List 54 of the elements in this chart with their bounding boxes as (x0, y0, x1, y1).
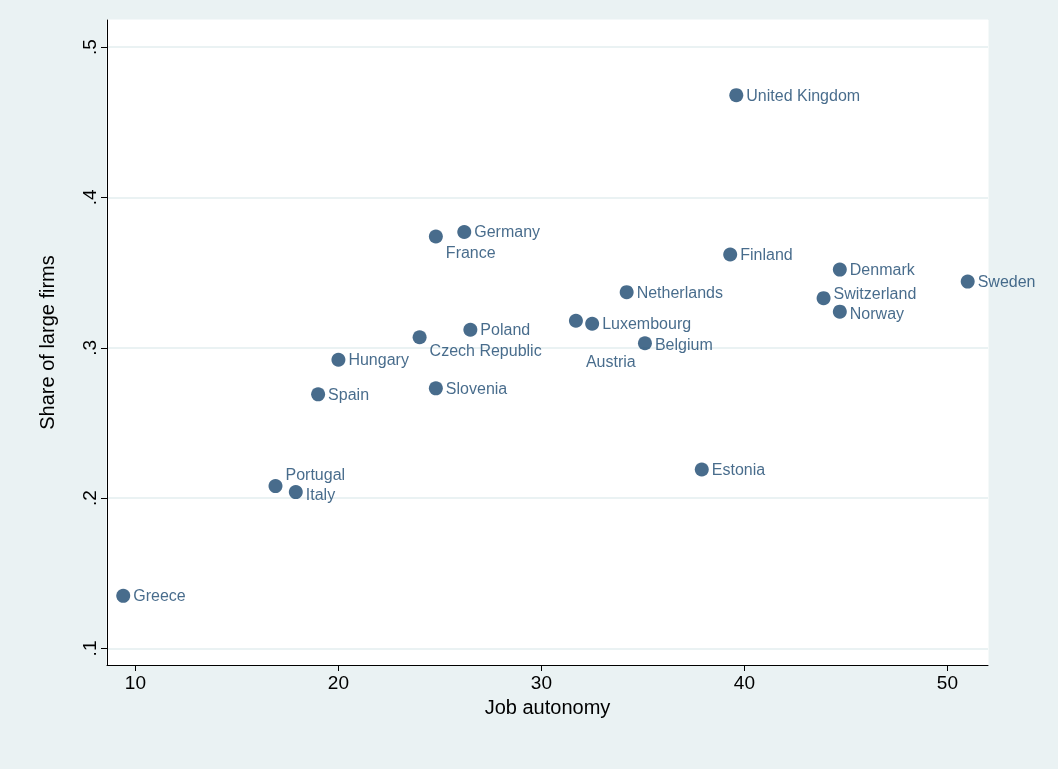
point (729, 88, 744, 103)
annotation: Denmark (849, 261, 916, 279)
annotation: Hungary (348, 351, 409, 369)
point (268, 479, 283, 494)
point (832, 304, 847, 319)
point (457, 225, 472, 239)
point (568, 313, 583, 328)
point (463, 322, 478, 337)
annotation: France (445, 244, 496, 261)
point (694, 462, 709, 477)
annotation: Sweden (977, 273, 1036, 291)
annotation: Belgium (654, 335, 713, 353)
point (428, 229, 443, 244)
point (428, 381, 443, 396)
annotation: Finland (740, 246, 793, 264)
y-tick-label: .2 (79, 490, 100, 507)
point (723, 247, 738, 262)
point (832, 262, 847, 277)
annotation: Czech Republic (429, 341, 542, 359)
y-tick-label: .3 (79, 339, 100, 356)
point (585, 316, 600, 331)
annotation: Portugal (285, 465, 346, 483)
annotation: Germany (474, 223, 541, 241)
annotation: Poland (480, 321, 531, 339)
x-axis-title: Job autonomy (484, 695, 611, 718)
annotation: Spain (328, 385, 370, 403)
point (331, 352, 346, 367)
x-tick-label: 30 (530, 672, 552, 693)
annotation: Austria (585, 353, 636, 371)
point (288, 485, 303, 500)
point (311, 387, 326, 402)
annotation: Greece (133, 587, 186, 605)
y-tick-label: .4 (79, 189, 100, 206)
annotation: Netherlands (636, 283, 723, 301)
point (619, 285, 634, 300)
annotation: Italy (305, 485, 336, 503)
annotation: Estonia (711, 461, 766, 479)
y-tick-label: .5 (79, 39, 100, 55)
point (637, 336, 652, 351)
point (816, 291, 831, 306)
x-tick-label: 40 (733, 672, 755, 693)
x-tick-label: 10 (124, 672, 146, 693)
annotation: Norway (849, 305, 905, 323)
y-tick-label: .1 (79, 640, 100, 657)
x-tick-label: 50 (936, 672, 958, 693)
annotation: Slovenia (445, 379, 508, 397)
point (116, 588, 131, 603)
annotation: United Kingdom (746, 86, 861, 104)
point (960, 274, 975, 289)
y-axis-title: Share of large firms (36, 255, 58, 430)
annotation: Switzerland (833, 284, 917, 302)
annotation: Luxembourg (602, 315, 692, 333)
x-tick-label: 20 (327, 672, 349, 693)
point (412, 330, 427, 345)
